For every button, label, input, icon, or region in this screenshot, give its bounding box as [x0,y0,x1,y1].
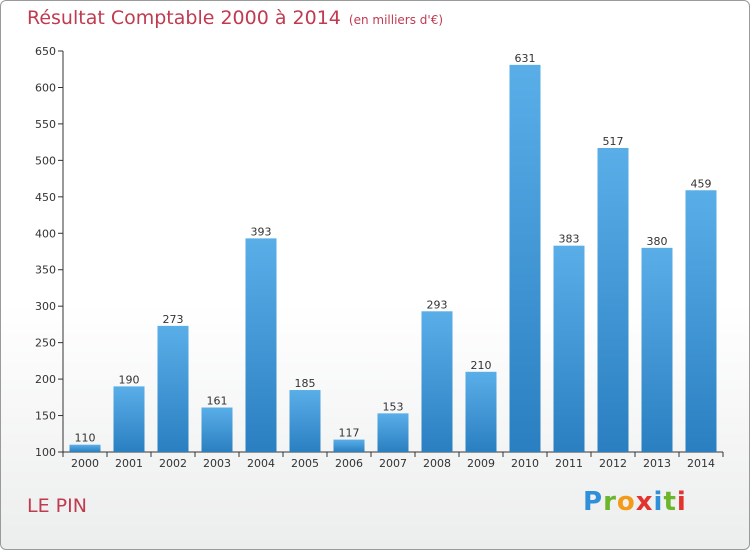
y-tick-label: 200 [35,373,56,386]
y-tick-label: 600 [35,81,56,94]
bar-2007 [377,413,409,452]
x-tick-label: 2007 [379,457,407,470]
y-axis: 100 150 200 250 300 350 400 450 500 550 600 650 [35,45,64,459]
x-tick-label: 2001 [115,457,143,470]
data-labels: 110 190 273 161 393 185 117 153 293 210 631 383 517 3… [75,52,712,445]
data-label-2002: 273 [163,313,184,326]
y-tick-label: 650 [35,45,56,58]
data-label-2010: 631 [515,52,536,65]
bar-2011 [553,245,585,452]
y-tick-label: 100 [35,446,56,459]
data-label-2009: 210 [471,359,492,372]
x-tick-label: 2000 [71,457,99,470]
x-tick-label: 2004 [247,457,275,470]
bar-2014 [685,190,717,453]
data-label-2003: 161 [207,395,228,408]
bars [69,64,717,453]
x-tick-label: 2014 [687,457,715,470]
y-tick-label: 500 [35,154,56,167]
data-label-2005: 185 [295,377,316,390]
bar-2005 [289,390,321,452]
x-axis: 2000 2001 2002 2003 2004 2005 2006 2007 2008 2009… [62,451,724,470]
data-label-2004: 393 [251,225,272,238]
bar-2010 [509,64,541,452]
x-tick-label: 2008 [423,457,451,470]
bar-2012 [597,147,629,452]
x-tick-label: 2012 [599,457,627,470]
y-tick-label: 300 [35,300,56,313]
x-tick-label: 2003 [203,457,231,470]
data-label-2011: 383 [559,233,580,246]
data-label-2008: 293 [427,298,448,311]
y-tick-label: 450 [35,191,56,204]
data-label-2012: 517 [603,135,624,148]
y-tick-label: 250 [35,337,56,350]
x-tick-label: 2010 [511,457,539,470]
data-label-2014: 459 [691,177,712,190]
y-tick-label: 150 [35,410,56,423]
proxiti-logo[interactable]: Proxiti [583,487,687,517]
commune-name: LE PIN [27,495,87,517]
x-tick-label: 2011 [555,457,583,470]
bar-2003 [201,407,233,452]
chart-subtitle: (en milliers d'€) [348,13,444,27]
bar-2000 [69,444,101,452]
chart-title: Résultat Comptable 2000 à 2014 (en millie… [27,7,443,29]
x-tick-label: 2009 [467,457,495,470]
bar-2006 [333,439,365,452]
x-tick-label: 2005 [291,457,319,470]
bar-2004 [245,238,277,452]
data-label-2000: 110 [75,432,96,445]
x-tick-label: 2013 [643,457,671,470]
y-tick-label: 400 [35,227,56,240]
data-label-2006: 117 [339,427,360,440]
data-label-2001: 190 [119,373,140,386]
data-label-2013: 380 [647,235,668,248]
x-tick-label: 2006 [335,457,363,470]
bar-2008 [421,311,453,452]
bar-2001 [113,386,145,452]
y-tick-label: 550 [35,118,56,131]
data-label-2007: 153 [383,400,404,413]
chart-title-text: Résultat Comptable 2000 à 2014 [27,7,341,29]
x-tick-label: 2002 [159,457,187,470]
bar-2002 [157,325,189,452]
y-tick-label: 350 [35,264,56,277]
bar-2009 [465,371,497,452]
bar-2013 [641,247,673,452]
